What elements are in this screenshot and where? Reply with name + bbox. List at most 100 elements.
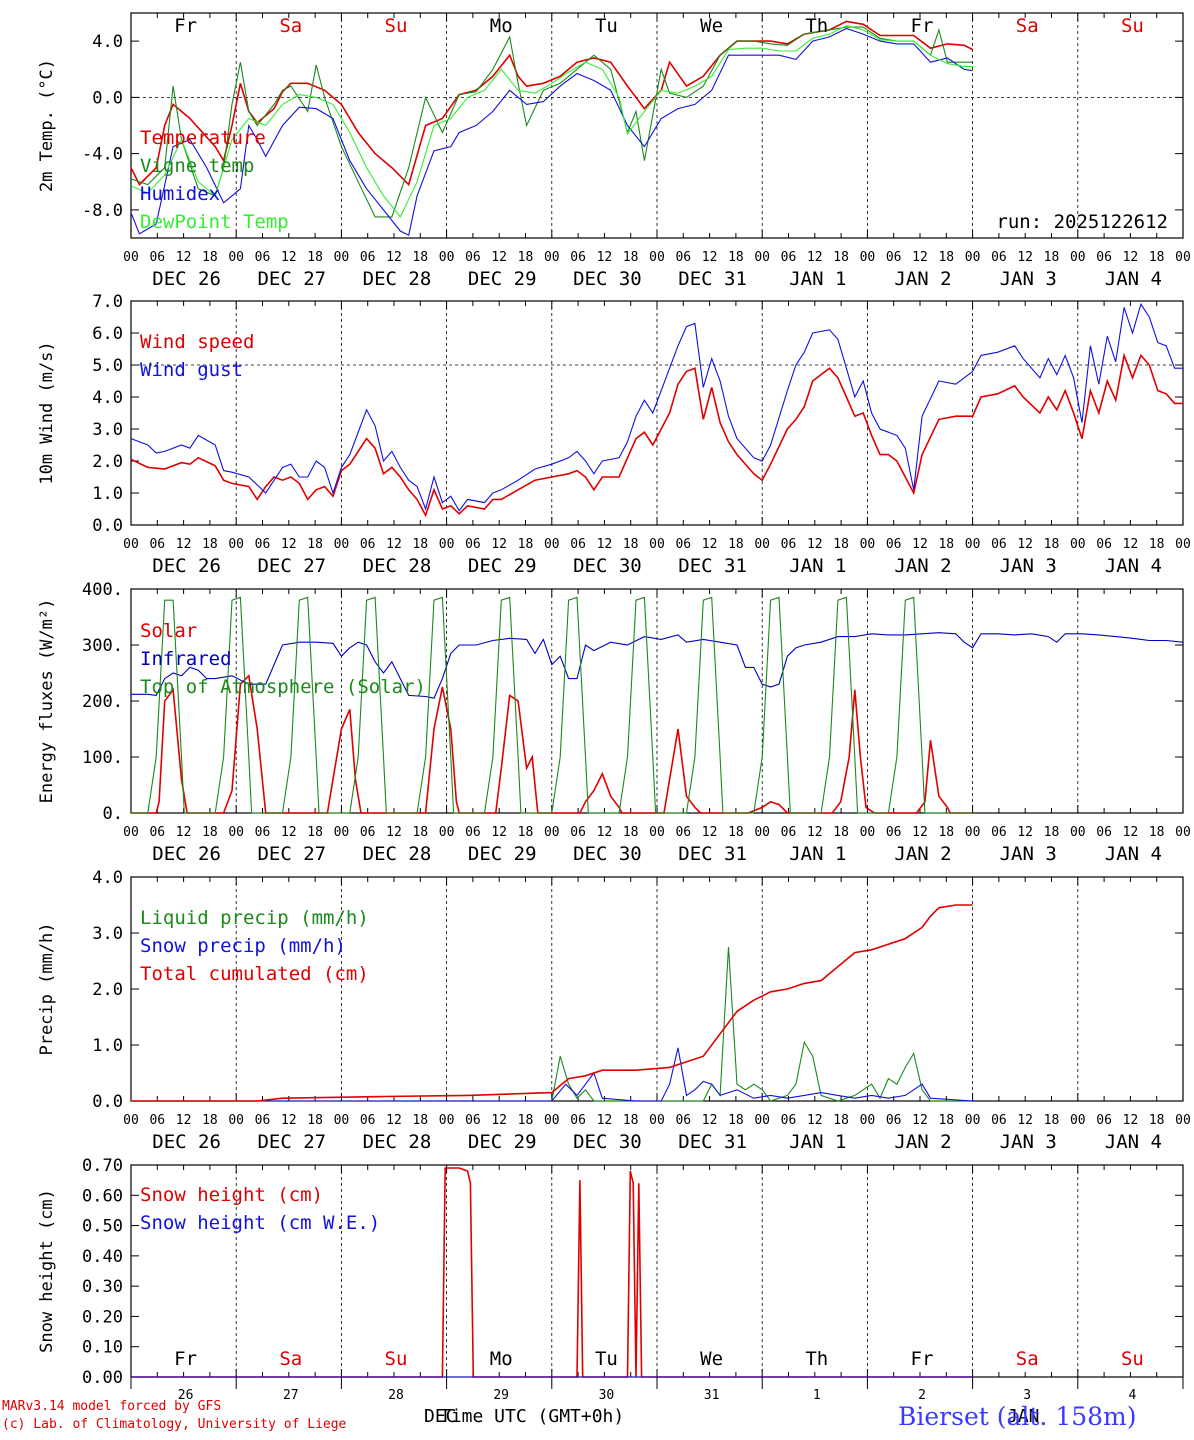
- x-hour-label: 18: [412, 250, 428, 265]
- y-tick-label: 0.60: [82, 1186, 123, 1206]
- x-hour-label: 06: [360, 1113, 376, 1128]
- y-tick-label: 6.0: [92, 324, 123, 344]
- x-hour-label: 00: [965, 250, 981, 265]
- xaxis-month-label-dec: DEC: [424, 1406, 457, 1427]
- weekday-label: Th: [805, 15, 828, 37]
- x-date-label: JAN 1: [789, 268, 846, 290]
- x-hour-label: 06: [675, 1113, 691, 1128]
- x-hour-label: 12: [702, 825, 718, 840]
- x-hour-label: 06: [360, 537, 376, 552]
- weekday-label: Th: [805, 1348, 828, 1370]
- y-tick-label: 300.: [82, 636, 123, 656]
- legend-entry: Top of Atmosphere (Solar): [140, 676, 426, 698]
- x-hour-label: 06: [991, 825, 1007, 840]
- x-hour-label: 12: [1017, 825, 1033, 840]
- x-hour-label: 00: [754, 537, 770, 552]
- x-hour-label: 06: [991, 537, 1007, 552]
- x-hour-label: 18: [623, 825, 639, 840]
- x-hour-label: 18: [728, 825, 744, 840]
- series-line-dewpoint-temp: [130, 25, 973, 218]
- y-tick-label: 3.0: [92, 924, 123, 944]
- x-date-label: JAN 2: [894, 555, 951, 577]
- series-line-vigne-temp: [130, 26, 973, 218]
- x-hour-label: 06: [465, 537, 481, 552]
- credits: MARv3.14 model forced by GFS (c) Lab. of…: [2, 1398, 346, 1434]
- x-hour-label: 18: [412, 537, 428, 552]
- x-hour-label: 06: [149, 537, 165, 552]
- series-line-total-cumulated-cm-: [131, 904, 973, 1102]
- series-line-infrared: [131, 632, 1184, 699]
- y-tick-label: 5.0: [92, 356, 123, 376]
- x-hour-label: 18: [307, 825, 323, 840]
- x-hour-label: 12: [491, 1113, 507, 1128]
- y-tick-label: 0.40: [82, 1247, 123, 1267]
- x-hour-label: 18: [307, 1113, 323, 1128]
- x-hour-label: 12: [807, 250, 823, 265]
- x-date-label: DEC 31: [678, 1131, 747, 1153]
- y-axis-label: Energy fluxes (W/m²): [37, 599, 57, 804]
- y-tick-label: 0.0: [92, 1092, 123, 1112]
- series-line-humidex: [130, 27, 973, 237]
- x-hour-label: 12: [176, 1113, 192, 1128]
- weekday-label: Fr: [911, 15, 934, 37]
- x-hour-label: 00: [1175, 250, 1191, 265]
- x-date-label: JAN 4: [1105, 555, 1162, 577]
- x-hour-label: 00: [439, 825, 455, 840]
- x-hour-label: 00: [1175, 825, 1191, 840]
- y-axis-label: Snow height (cm): [37, 1189, 57, 1353]
- credits-line-2: (c) Lab. of Climatology, University of L…: [2, 1417, 347, 1432]
- weekday-label: Fr: [174, 1348, 197, 1370]
- y-axis-label: 10m Wind (m/s): [37, 341, 57, 484]
- x-hour-label: 06: [360, 825, 376, 840]
- x-hour-label: 06: [360, 250, 376, 265]
- x-hour-label: 00: [334, 250, 350, 265]
- legend-entry: Solar: [140, 620, 197, 642]
- x-hour-label: 18: [728, 250, 744, 265]
- x-hour-label: 12: [597, 537, 613, 552]
- x-hour-label: 06: [255, 1113, 271, 1128]
- x-hour-label: 00: [860, 537, 876, 552]
- x-date-label: DEC 30: [573, 843, 642, 865]
- x-date-label: JAN 4: [1105, 843, 1162, 865]
- x-hour-label: 18: [623, 250, 639, 265]
- x-date-label: DEC 27: [257, 555, 326, 577]
- x-hour-label: 12: [386, 250, 402, 265]
- x-date-label: DEC 28: [363, 555, 432, 577]
- x-hour-label: 06: [886, 825, 902, 840]
- series-line-snow-height-cm-: [131, 1167, 973, 1378]
- x-hour-label: 18: [938, 250, 954, 265]
- x-date-label: JAN 2: [894, 1131, 951, 1153]
- day-number-label: 30: [599, 1388, 615, 1403]
- x-hour-label: 12: [597, 825, 613, 840]
- x-date-label: JAN 3: [1000, 268, 1057, 290]
- x-hour-label: 00: [123, 250, 139, 265]
- y-tick-label: 0.: [103, 804, 123, 824]
- x-hour-label: 12: [281, 250, 297, 265]
- x-hour-label: 00: [439, 1113, 455, 1128]
- x-hour-label: 06: [886, 1113, 902, 1128]
- x-hour-label: 12: [1123, 537, 1139, 552]
- x-hour-label: 00: [754, 825, 770, 840]
- x-hour-label: 00: [123, 537, 139, 552]
- x-date-label: JAN 3: [1000, 1131, 1057, 1153]
- x-hour-label: 06: [465, 825, 481, 840]
- x-hour-label: 00: [1070, 250, 1086, 265]
- x-hour-label: 00: [544, 537, 560, 552]
- x-hour-label: 12: [491, 537, 507, 552]
- x-hour-label: 12: [176, 825, 192, 840]
- x-hour-label: 06: [991, 250, 1007, 265]
- x-hour-label: 00: [965, 825, 981, 840]
- x-hour-label: 06: [781, 1113, 797, 1128]
- credits-line-1: MARv3.14 model forced by GFS: [2, 1399, 222, 1414]
- x-hour-label: 12: [1123, 825, 1139, 840]
- x-hour-label: 18: [1044, 537, 1060, 552]
- series-line-wind-speed: [130, 352, 1183, 518]
- x-date-label: JAN 4: [1105, 268, 1162, 290]
- x-hour-label: 00: [1175, 537, 1191, 552]
- weekday-label: Fr: [174, 15, 197, 37]
- day-number-label: 29: [493, 1388, 509, 1403]
- x-hour-label: 12: [597, 1113, 613, 1128]
- x-hour-label: 18: [833, 825, 849, 840]
- x-date-label: DEC 31: [678, 268, 747, 290]
